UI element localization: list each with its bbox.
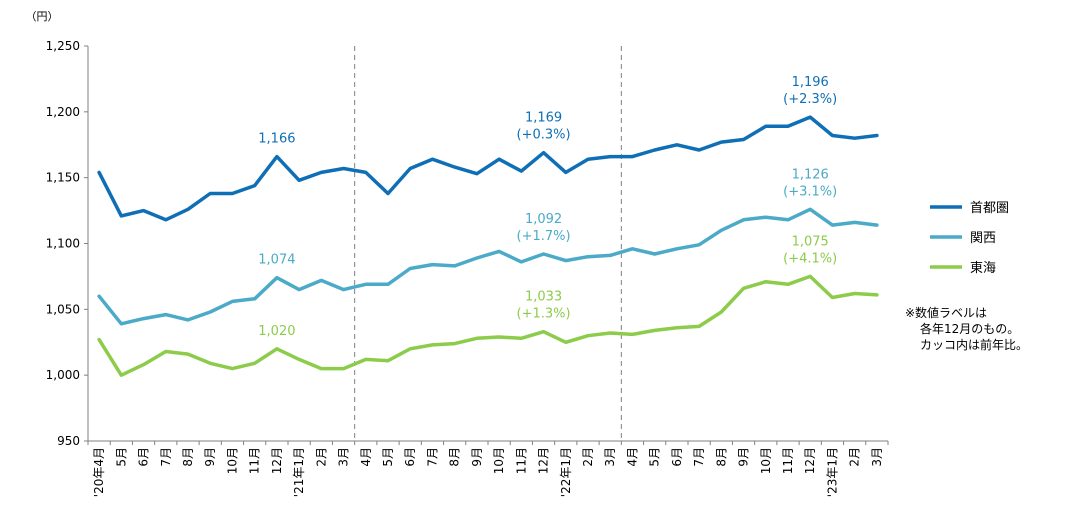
x-tick-label: 9月 (470, 447, 484, 467)
y-tick-label: 1,100 (46, 237, 80, 251)
year-separator-lines (354, 46, 622, 441)
data-label: (+1.3%) (517, 307, 571, 322)
x-tick-label: 11月 (514, 447, 528, 474)
series-line-0 (97, 115, 879, 222)
x-tick-label: 7月 (692, 447, 706, 467)
x-tick-label: 10月 (759, 447, 773, 474)
x-tick-label: 2月 (581, 447, 595, 467)
y-tick-label: 950 (57, 434, 80, 448)
x-tick-label: 3月 (337, 447, 351, 467)
data-label: (+1.7%) (517, 229, 571, 244)
y-tick-label: 1,000 (46, 368, 80, 382)
data-label: 1,074 (258, 253, 295, 268)
x-tick-label: 6月 (670, 447, 684, 467)
note-line: ※数値ラベルは (905, 305, 987, 320)
x-tick-label: 11月 (248, 447, 262, 474)
y-tick-label: 1,050 (46, 302, 80, 316)
x-tick-label: 9月 (737, 447, 751, 467)
x-tick-label: 8月 (181, 447, 195, 467)
x-tick-label: 8月 (448, 447, 462, 467)
data-label: 1,020 (258, 324, 295, 339)
x-tick-label: 6月 (403, 447, 417, 467)
x-tick-label: 10月 (225, 447, 239, 474)
data-label: 1,075 (792, 234, 829, 249)
x-tick-label: 10月 (492, 447, 506, 474)
x-tick-label: '23年1月 (825, 447, 839, 497)
series-line-2 (97, 274, 879, 377)
data-label: (+3.1%) (783, 184, 837, 199)
data-label: 1,169 (525, 111, 562, 126)
x-tick-label: 2月 (314, 447, 328, 467)
x-tick-label: 8月 (714, 447, 728, 467)
x-tick-label: 4月 (625, 447, 639, 467)
data-label: (+2.3%) (783, 92, 837, 107)
x-tick-label: '21年1月 (292, 447, 306, 497)
x-tick-label: 7月 (159, 447, 173, 467)
x-tick-label: 12月 (537, 447, 551, 474)
data-label: (+4.1%) (783, 251, 837, 266)
data-labels: 1,166 1,169 (+0.3%) 1,196 (+2.3%) 1,074 1,092 (… (258, 75, 837, 339)
legend-label: 関西 (970, 231, 996, 246)
data-label: 1,196 (792, 75, 829, 90)
x-tick-label: 4月 (359, 447, 373, 467)
x-tick-label: 5月 (648, 447, 662, 467)
x-tick-label: 11月 (781, 447, 795, 474)
series-line-1 (97, 207, 879, 326)
x-tick-label: '20年4月 (92, 447, 106, 497)
x-tick-label: 7月 (425, 447, 439, 467)
chart-axes: 950 1,000 1,050 1,100 1,150 1,200 1,250 '20年4月 5… (46, 39, 889, 497)
x-tick-label: 6月 (137, 447, 151, 467)
x-tick-label: 12月 (803, 447, 817, 474)
note-line: 各年12月のもの。 (920, 321, 1019, 336)
data-label: 1,126 (792, 167, 829, 182)
x-tick-label: 5月 (381, 447, 395, 467)
x-tick-label: 2月 (848, 447, 862, 467)
series-lines (97, 115, 879, 377)
x-tick-label: 3月 (603, 447, 617, 467)
note-line: カッコ内は前年比。 (920, 337, 1028, 352)
x-tick-label: 3月 (870, 447, 884, 467)
data-label: 1,166 (258, 132, 295, 147)
y-axis-unit-label: （円） (26, 10, 59, 23)
legend-label: 東海 (970, 260, 996, 276)
data-label: (+0.3%) (517, 128, 571, 143)
x-tick-label: 9月 (203, 447, 217, 467)
x-tick-label: 5月 (114, 447, 128, 467)
y-tick-label: 1,200 (46, 105, 80, 119)
x-tick-label: 12月 (270, 447, 284, 474)
x-tick-label: '22年1月 (559, 447, 573, 497)
y-tick-label: 1,150 (46, 171, 80, 185)
legend-label: 首都圏 (970, 201, 1009, 216)
data-label: 1,092 (525, 212, 562, 227)
data-label: 1,033 (525, 290, 562, 305)
y-tick-label: 1,250 (46, 39, 80, 53)
